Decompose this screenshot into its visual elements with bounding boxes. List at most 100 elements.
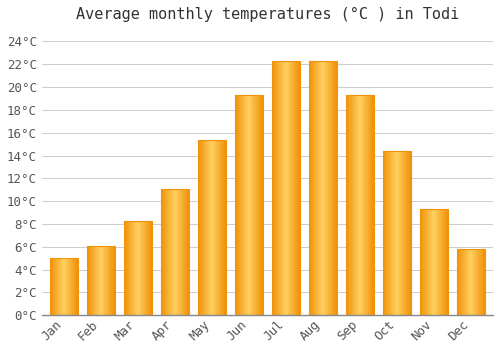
Bar [258,95,260,315]
Bar [447,209,448,315]
Bar [144,220,145,315]
Bar [242,95,244,315]
Bar [145,220,146,315]
Bar [256,95,258,315]
Bar [284,61,286,315]
Bar [201,140,202,315]
Bar [92,246,94,315]
Bar [424,209,425,315]
Bar [163,189,164,315]
Bar [220,140,221,315]
Bar [468,249,469,315]
Bar [370,95,371,315]
Bar [204,140,205,315]
Bar [425,209,426,315]
Bar [346,95,348,315]
Bar [101,246,102,315]
Bar [324,61,325,315]
Bar [440,209,441,315]
Bar [94,246,95,315]
Bar [57,258,58,315]
Bar [104,246,105,315]
Bar [212,140,214,315]
Bar [358,95,359,315]
Bar [321,61,322,315]
Bar [471,249,472,315]
Bar [164,189,166,315]
Bar [237,95,238,315]
Bar [114,246,115,315]
Bar [59,258,60,315]
Bar [162,189,163,315]
Bar [346,95,347,315]
Bar [280,61,281,315]
Bar [400,151,401,315]
Bar [50,258,51,315]
Bar [67,258,68,315]
Bar [177,189,178,315]
Bar [202,140,203,315]
Bar [464,249,466,315]
Bar [188,189,189,315]
Bar [392,151,394,315]
Bar [62,258,64,315]
Bar [250,95,251,315]
Bar [131,220,132,315]
Bar [329,61,330,315]
Bar [322,61,323,315]
Bar [207,140,208,315]
Bar [55,258,56,315]
Bar [423,209,424,315]
Bar [334,61,336,315]
Bar [383,151,411,315]
Bar [461,249,462,315]
Bar [299,61,300,315]
Bar [285,61,286,315]
Bar [240,95,242,315]
Bar [429,209,430,315]
Bar [320,61,321,315]
Bar [106,246,108,315]
Bar [87,246,115,315]
Bar [182,189,184,315]
Bar [272,61,300,315]
Bar [366,95,367,315]
Bar [362,95,364,315]
Bar [369,95,370,315]
Bar [394,151,395,315]
Bar [276,61,277,315]
Bar [336,61,337,315]
Bar [134,220,135,315]
Bar [472,249,473,315]
Bar [224,140,225,315]
Bar [396,151,397,315]
Bar [255,95,256,315]
Bar [390,151,392,315]
Bar [108,246,110,315]
Bar [459,249,460,315]
Bar [60,258,62,315]
Bar [365,95,366,315]
Bar [346,95,374,315]
Bar [166,189,168,315]
Bar [351,95,352,315]
Bar [236,95,237,315]
Bar [150,220,151,315]
Bar [286,61,288,315]
Bar [484,249,485,315]
Bar [210,140,212,315]
Bar [247,95,248,315]
Bar [64,258,66,315]
Bar [143,220,144,315]
Bar [292,61,293,315]
Bar [349,95,350,315]
Bar [328,61,329,315]
Bar [249,95,250,315]
Bar [383,151,384,315]
Bar [350,95,351,315]
Bar [406,151,408,315]
Bar [395,151,396,315]
Bar [279,61,280,315]
Bar [420,209,422,315]
Bar [186,189,187,315]
